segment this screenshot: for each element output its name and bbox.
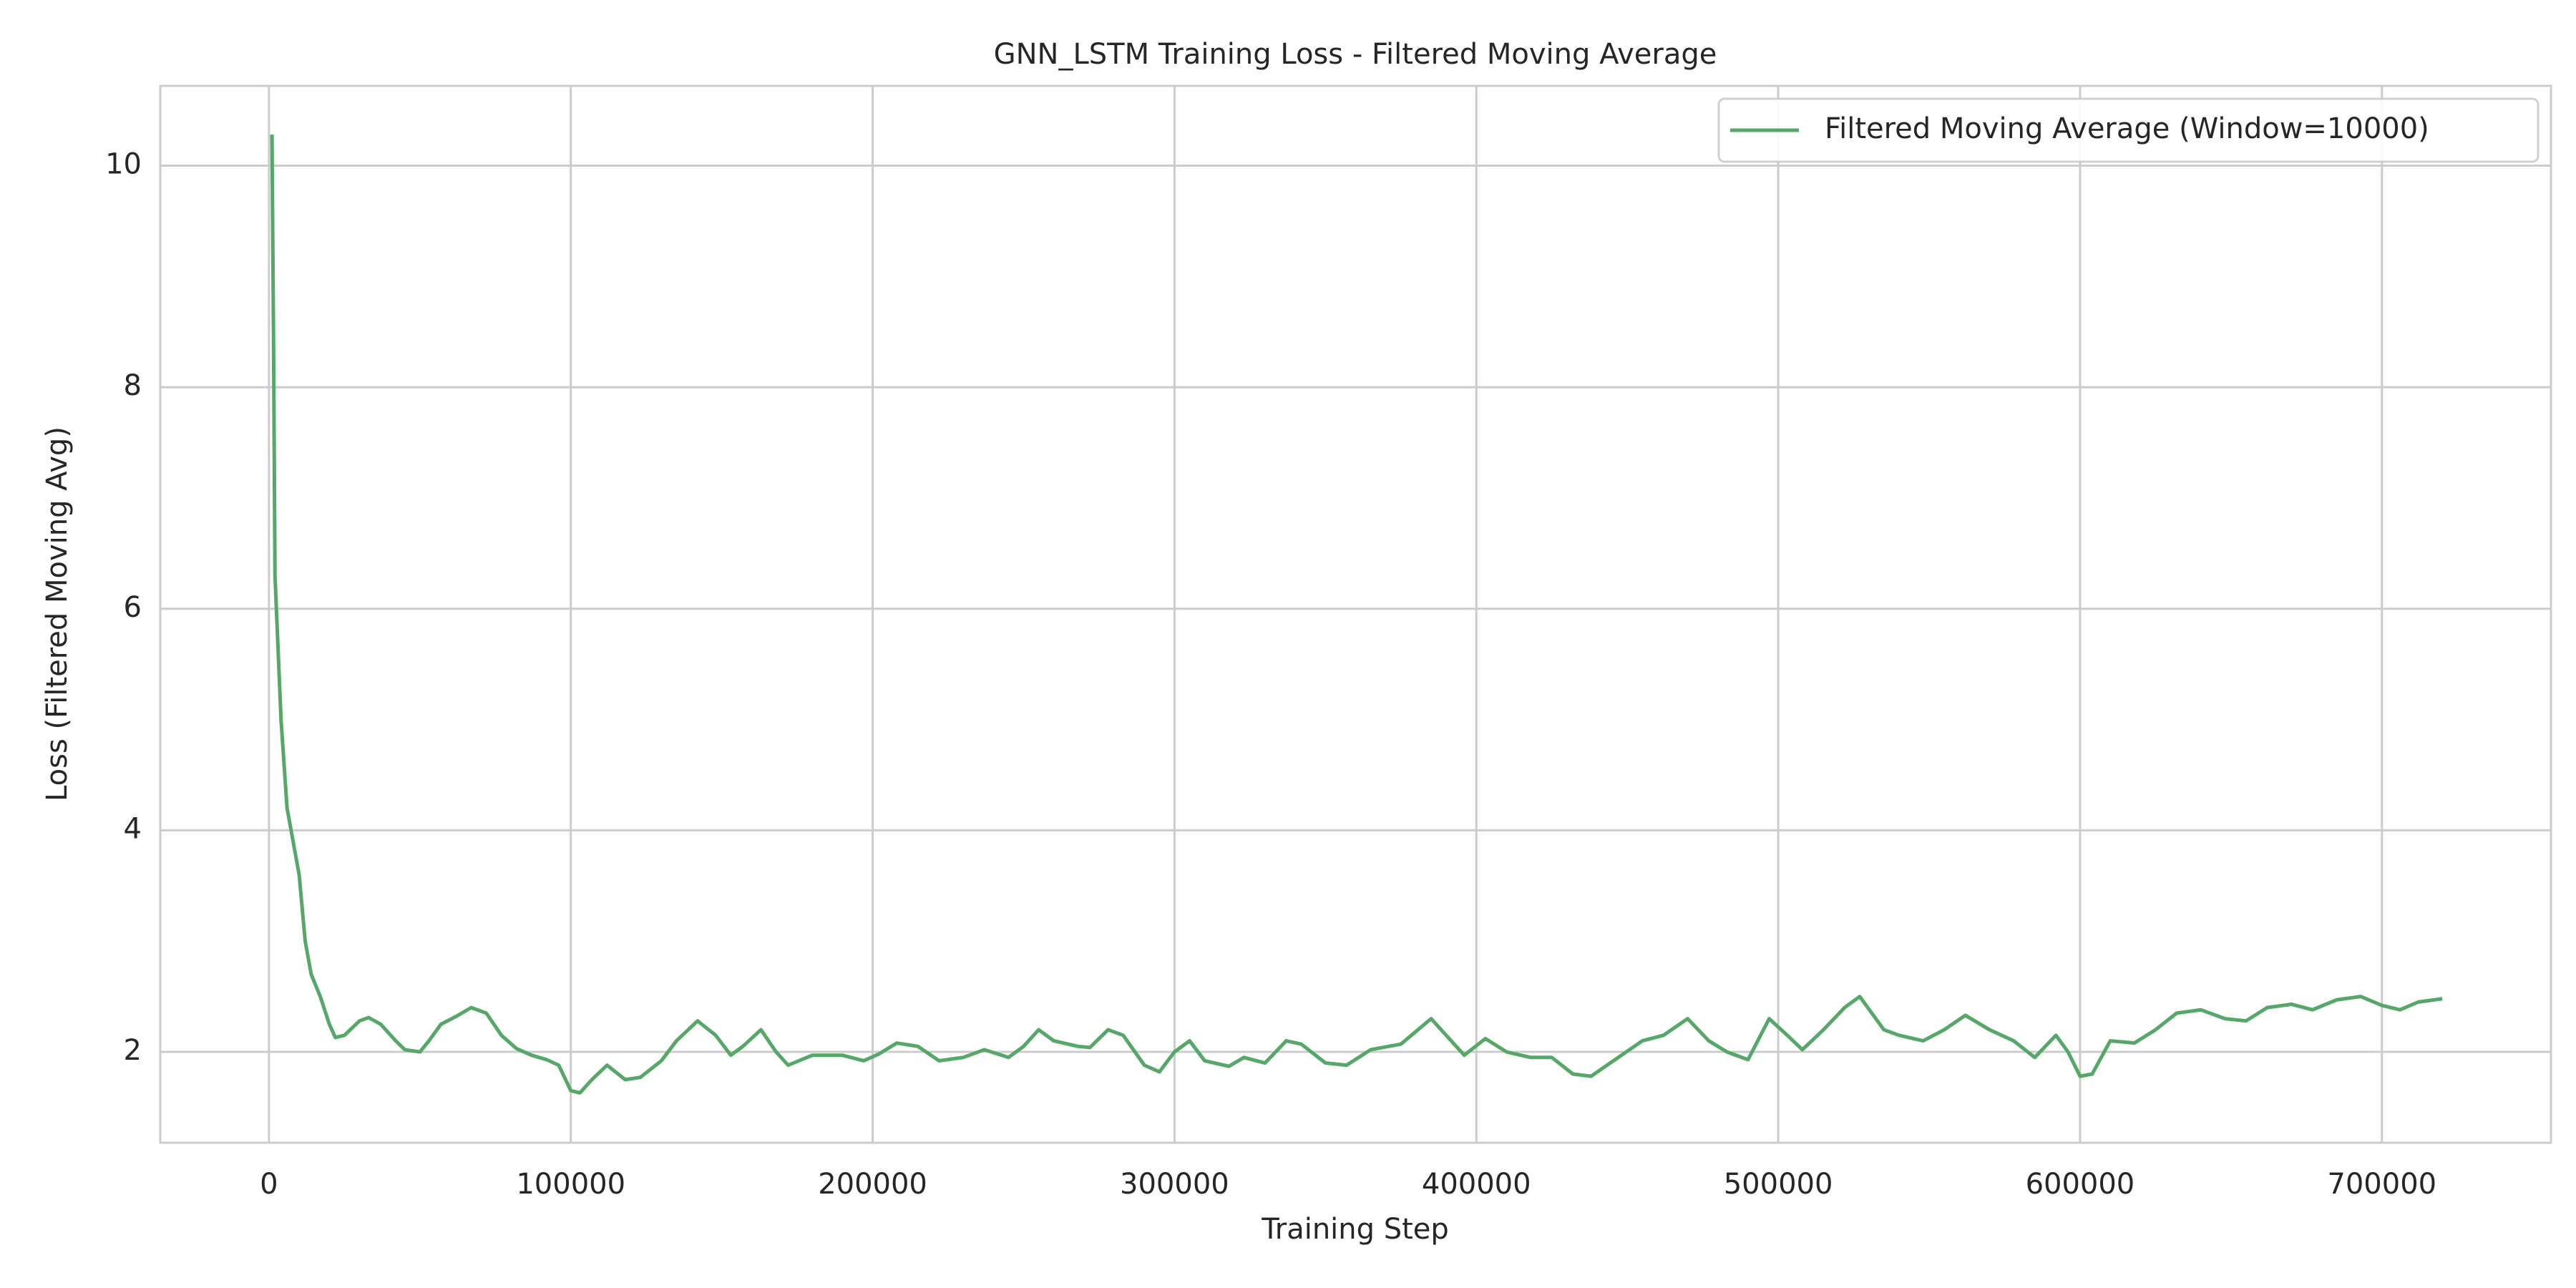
x-tick-label: 200000 xyxy=(818,1168,927,1201)
x-tick-label: 300000 xyxy=(1120,1168,1229,1201)
x-tick-label: 100000 xyxy=(516,1168,625,1201)
y-tick-label: 10 xyxy=(105,147,142,180)
y-tick-label: 4 xyxy=(124,812,142,845)
x-tick-label: 0 xyxy=(260,1168,278,1201)
legend-label: Filtered Moving Average (Window=10000) xyxy=(1825,112,2429,145)
y-tick-label: 6 xyxy=(124,591,142,624)
chart-title: GNN_LSTM Training Loss - Filtered Moving… xyxy=(994,38,1717,71)
x-tick-label: 600000 xyxy=(2026,1168,2135,1201)
legend-box xyxy=(1717,97,2540,163)
x-tick-label: 700000 xyxy=(2327,1168,2436,1201)
plot-frame xyxy=(159,84,2552,1144)
line-series xyxy=(270,135,2443,1095)
y-tick-label: 2 xyxy=(124,1034,142,1067)
x-tick-label: 400000 xyxy=(1422,1168,1531,1201)
y-tick-label: 8 xyxy=(124,369,142,402)
x-axis-label: Training Step xyxy=(1261,1213,1449,1246)
y-axis-label: Loss (Filtered Moving Avg) xyxy=(41,426,74,801)
x-tick-label: 500000 xyxy=(1724,1168,1833,1201)
